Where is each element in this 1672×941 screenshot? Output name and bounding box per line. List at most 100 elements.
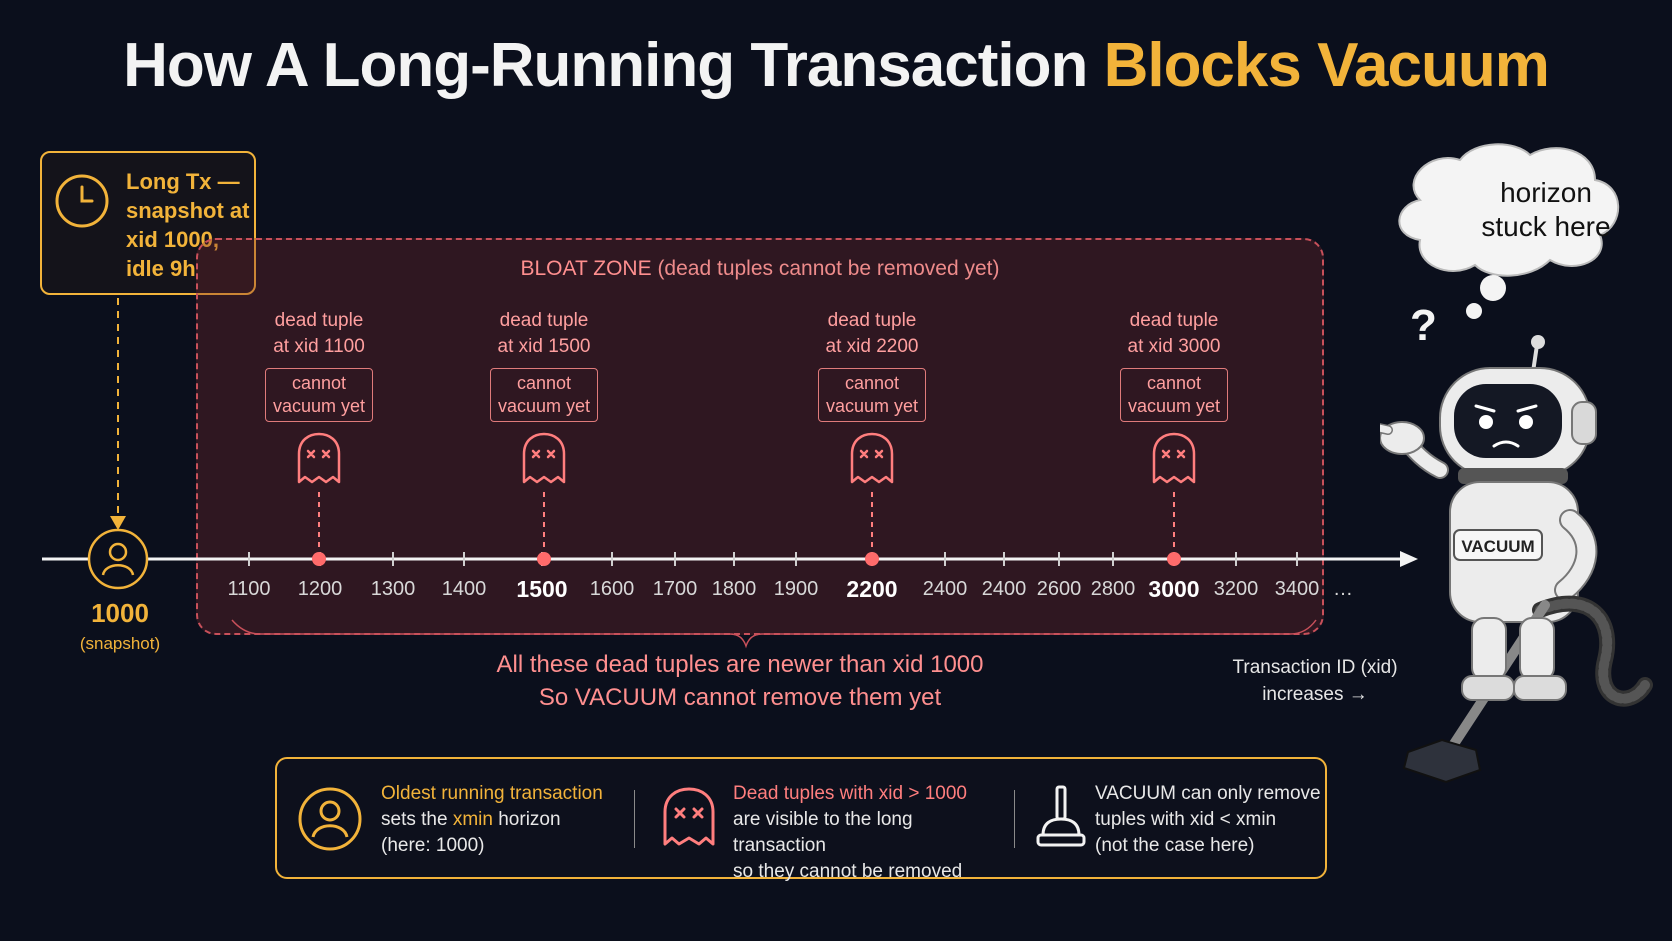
legend-item3-line3: (not the case here) xyxy=(1095,835,1255,856)
legend-item-vacuum: VACUUM can only remove tuples with xid <… xyxy=(1095,781,1325,859)
axis-label-line2: increases → xyxy=(1262,684,1368,705)
question-mark: ? xyxy=(1410,301,1437,350)
tick-label: 2400 xyxy=(981,578,1027,600)
title-main: How A Long-Running Transaction xyxy=(123,31,1104,100)
legend-item1-line2c: horizon xyxy=(492,809,561,830)
bloat-zone-note: (dead tuples cannot be removed yet) xyxy=(657,257,1000,280)
legend-item1-line1: Oldest running transaction xyxy=(381,783,603,804)
axis-label-line1: Transaction ID (xid) xyxy=(1232,657,1398,678)
snapshot-arrowhead xyxy=(110,516,126,530)
dead-tuple-label-line2: at xid 1100 xyxy=(273,336,365,357)
tick-label: 1200 xyxy=(297,578,343,600)
legend-item1-line2: sets the xmin horizon xyxy=(381,807,621,833)
legend-item2-line2: are visible to the long transaction xyxy=(733,809,913,856)
tick-label: 1900 xyxy=(773,578,819,600)
tick-label: 3200 xyxy=(1213,578,1259,600)
dead-tuple-dot xyxy=(537,552,551,566)
bloat-message-line1: All these dead tuples are newer than xid… xyxy=(496,651,984,678)
long-tx-box: Long Tx — snapshot at xid 1000, idle 9h xyxy=(40,151,256,295)
bloat-zone-heading: BLOAT ZONE xyxy=(520,257,652,280)
legend-item-dead-tuples: Dead tuples with xid > 1000 are visible … xyxy=(733,781,1003,885)
title-highlight: Blocks Vacuum xyxy=(1103,31,1550,100)
dead-tuple-label-line2: at xid 3000 xyxy=(1127,336,1221,357)
vacuum-icon xyxy=(1036,785,1086,847)
dead-tuple-label-line2: at xid 2200 xyxy=(825,336,919,357)
ghost-icon xyxy=(1152,432,1196,484)
antenna-icon xyxy=(1531,335,1545,349)
vacuum-badge: VACUUM xyxy=(1461,537,1534,556)
legend-item1-line3: (here: 1000) xyxy=(381,835,485,856)
dead-tuple-dot xyxy=(1167,552,1181,566)
vacuum-nozzle xyxy=(1402,738,1482,784)
cannot-vacuum-badge: cannot vacuum yet xyxy=(1120,368,1228,422)
bloat-bracket xyxy=(231,619,1317,649)
robot-body: VACUUM xyxy=(1449,468,1579,623)
cannot-vacuum-line1: cannot xyxy=(844,373,900,393)
legend-item-oldest-tx: Oldest running transaction sets the xmin… xyxy=(381,781,621,859)
legend-item2-line3: so they cannot be removed xyxy=(733,861,963,882)
tick-label: 1400 xyxy=(441,578,487,600)
axis-ellipsis: … xyxy=(1333,578,1353,600)
legend-xmin: xmin xyxy=(452,809,493,830)
cannot-vacuum-badge: cannot vacuum yet xyxy=(818,368,926,422)
legend-item3-line1: VACUUM can only remove xyxy=(1095,783,1321,804)
dead-tuple-label-line1: dead tuple xyxy=(274,310,364,331)
dead-tuple-label: dead tuple at xid 2200 xyxy=(792,308,952,360)
ghost-icon xyxy=(663,787,715,846)
robot-illustration: ? VACUUM xyxy=(1380,143,1653,784)
snapshot-label: (snapshot) xyxy=(79,634,161,653)
page-title: How A Long-Running Transaction Blocks Va… xyxy=(0,30,1672,101)
bloat-message: All these dead tuples are newer than xid… xyxy=(420,648,1060,714)
robot-head xyxy=(1439,367,1597,477)
robot-pointing-arm xyxy=(1380,421,1449,479)
cannot-vacuum-line2: vacuum yet xyxy=(497,396,591,416)
dead-tuple-markers xyxy=(297,432,1196,566)
cannot-vacuum-line1: cannot xyxy=(1146,373,1202,393)
tick-label: 2600 xyxy=(1036,578,1082,600)
cannot-vacuum-line2: vacuum yet xyxy=(825,396,919,416)
legend-panel: Oldest running transaction sets the xmin… xyxy=(275,757,1327,882)
clock-icon xyxy=(55,174,109,228)
thought-bubble-text: horizon stuck here xyxy=(1456,176,1636,244)
long-tx-label: Long Tx — snapshot at xid 1000, idle 9h xyxy=(126,169,250,281)
dead-tuple-label: dead tuple at xid 1100 xyxy=(239,308,399,360)
cannot-vacuum-badge: cannot vacuum yet xyxy=(490,368,598,422)
tick-label: 3000 xyxy=(1148,576,1200,602)
tick-label: 1600 xyxy=(589,578,635,600)
axis-label: Transaction ID (xid) increases → xyxy=(1230,654,1400,708)
tick-label: 3400 xyxy=(1274,578,1320,600)
ghost-icon xyxy=(522,432,566,484)
legend-item2-line1: Dead tuples with xid > 1000 xyxy=(733,783,967,804)
legend-item3-line2: tuples with xid < xmin xyxy=(1095,809,1277,830)
cannot-vacuum-line2: vacuum yet xyxy=(1127,396,1221,416)
cannot-vacuum-line1: cannot xyxy=(516,373,572,393)
tick-label: 1300 xyxy=(370,578,416,600)
cannot-vacuum-badge: cannot vacuum yet xyxy=(265,368,373,422)
thought-line1: horizon xyxy=(1500,177,1592,208)
legend-divider xyxy=(1014,790,1015,848)
tick-label: 1500 xyxy=(516,576,568,602)
legend-item1-line2a: sets the xyxy=(381,809,453,830)
dead-tuple-label-line1: dead tuple xyxy=(499,310,589,331)
tick-label: 2200 xyxy=(846,576,898,602)
user-icon xyxy=(101,542,135,576)
dead-tuple-label-line1: dead tuple xyxy=(827,310,917,331)
bloat-zone xyxy=(196,238,1324,635)
ghost-icon xyxy=(297,432,341,484)
tick-label: 1100 xyxy=(227,578,271,600)
user-circle-icon xyxy=(298,787,362,851)
dead-tuple-label: dead tuple at xid 3000 xyxy=(1094,308,1254,360)
dead-tuple-dot xyxy=(865,552,879,566)
legend-divider xyxy=(634,790,635,848)
snapshot-value: 1000 xyxy=(91,598,149,628)
timeline-arrowhead xyxy=(1400,551,1418,567)
tick-label: 1800 xyxy=(711,578,757,600)
cannot-vacuum-line2: vacuum yet xyxy=(272,396,366,416)
dead-tuple-label-line2: at xid 1500 xyxy=(497,336,591,357)
tick-label: 2400 xyxy=(922,578,968,600)
dead-tuple-dot xyxy=(312,552,326,566)
bloat-zone-title: BLOAT ZONE (dead tuples cannot be remove… xyxy=(196,257,1324,281)
dead-tuple-label-line1: dead tuple xyxy=(1129,310,1219,331)
thought-bubble xyxy=(1398,143,1620,319)
